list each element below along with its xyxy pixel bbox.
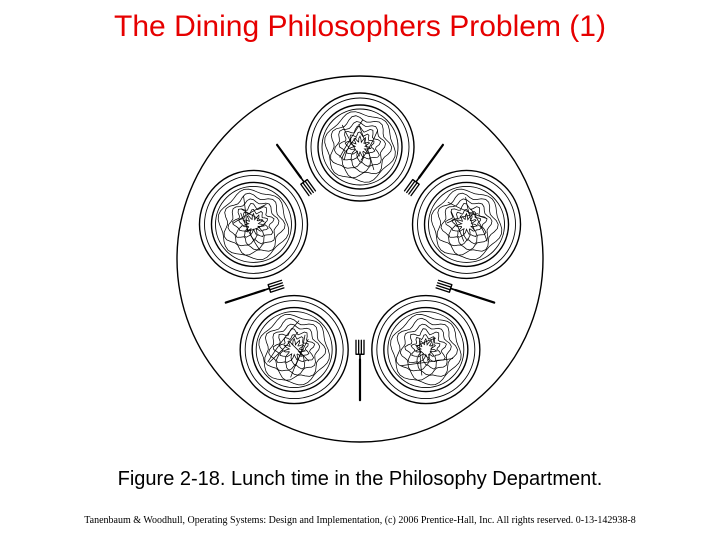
page-title: The Dining Philosophers Problem (1) — [0, 10, 720, 44]
copyright-footer: Tanenbaum & Woodhull, Operating Systems:… — [0, 515, 720, 526]
diagram-svg — [169, 70, 551, 448]
dining-philosophers-diagram — [169, 70, 551, 448]
figure-caption: Figure 2-18. Lunch time in the Philosoph… — [0, 468, 720, 491]
